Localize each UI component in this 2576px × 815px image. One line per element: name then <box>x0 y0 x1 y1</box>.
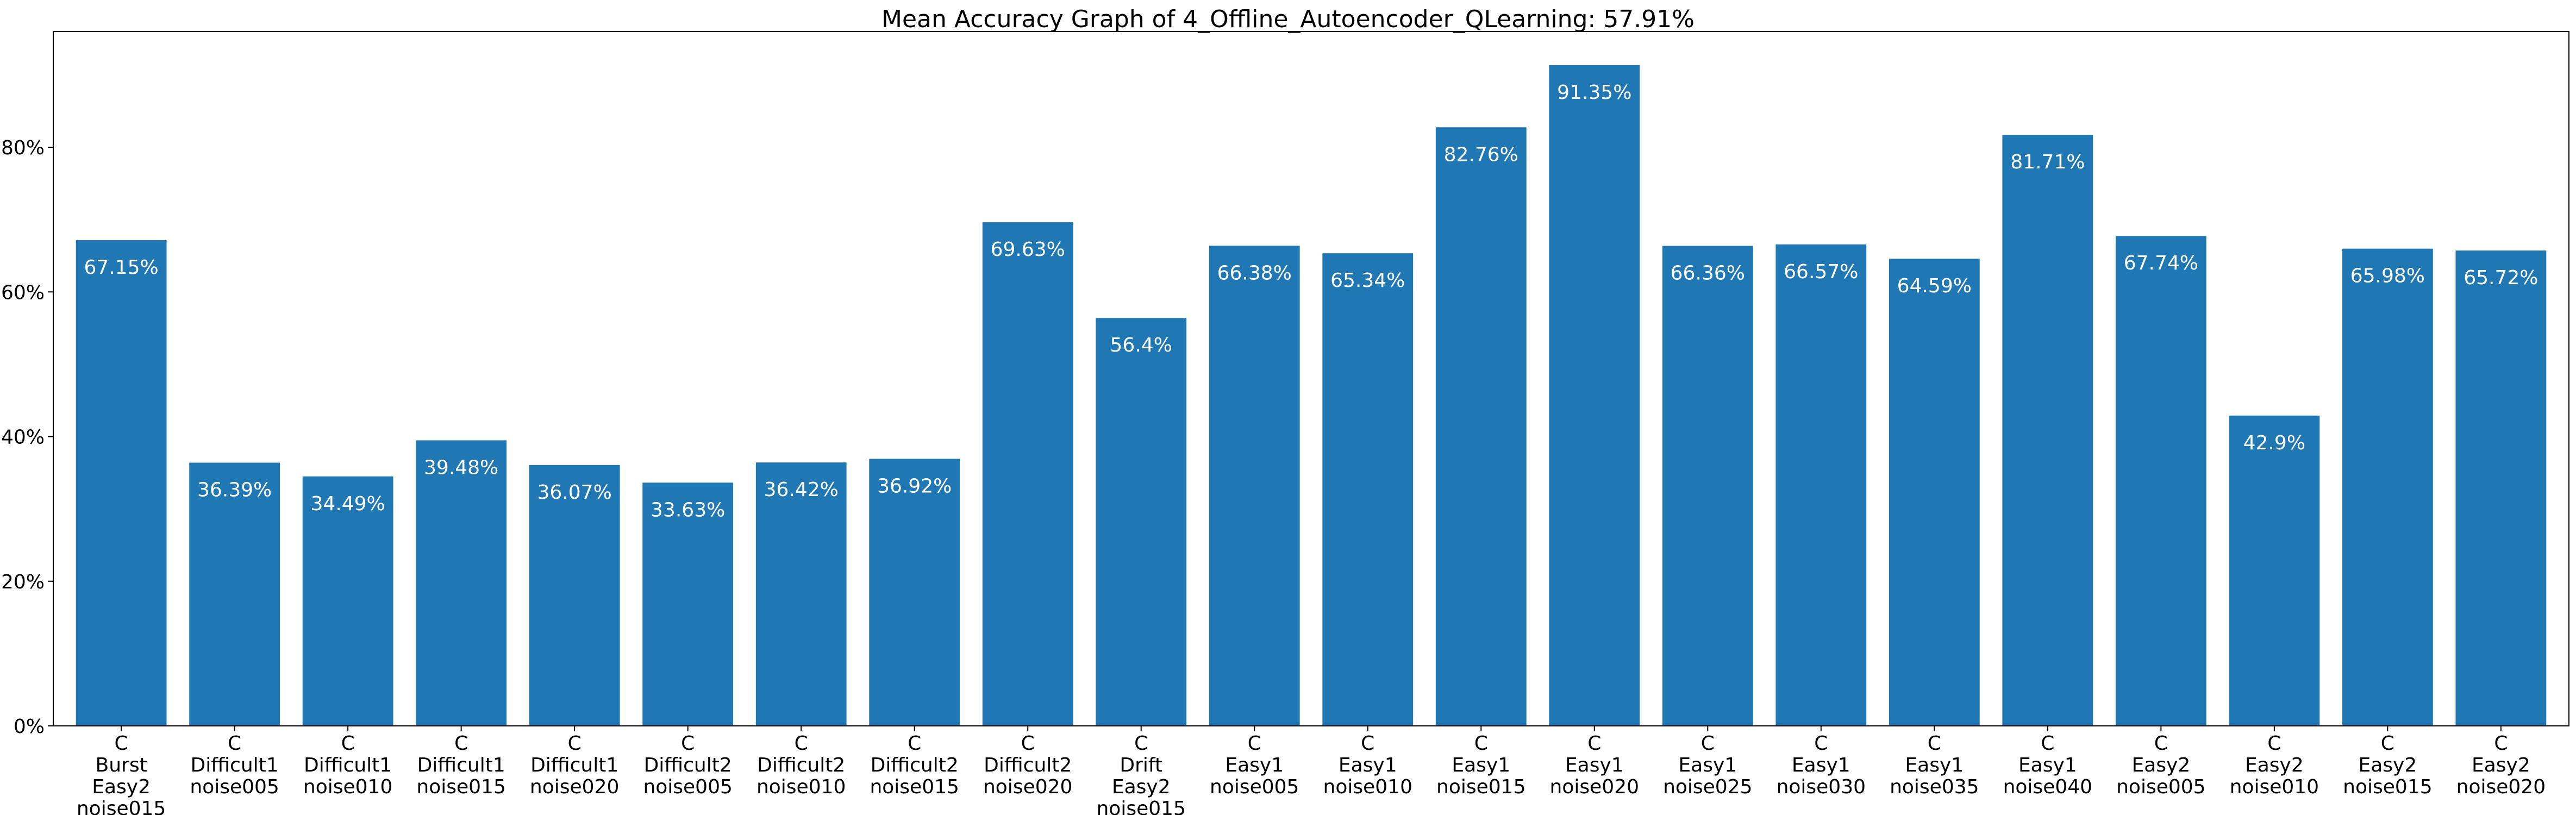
bar <box>2115 236 2206 726</box>
bar-value-label: 36.39% <box>197 479 272 501</box>
bar-value-label: 66.36% <box>1671 262 1745 285</box>
bar <box>1549 65 1640 726</box>
bar <box>1775 244 1867 726</box>
x-tick-label: C Difficult1 noise015 <box>416 732 505 798</box>
bar-value-label: 36.07% <box>537 481 612 504</box>
bar <box>529 465 620 726</box>
bar <box>2455 250 2547 726</box>
bar-value-label: 64.59% <box>1897 275 1972 297</box>
y-tick-label: 0% <box>14 716 45 738</box>
bar-value-label: 65.72% <box>2464 267 2538 289</box>
bar-value-label: 42.9% <box>2243 432 2305 454</box>
bar <box>416 440 507 726</box>
bar-value-label: 82.76% <box>1444 143 1518 166</box>
x-tick-label: C Easy1 noise040 <box>2003 732 2092 798</box>
y-tick-label: 40% <box>1 427 45 449</box>
y-tick-label: 20% <box>1 571 45 593</box>
bar <box>642 482 734 726</box>
x-tick-label: C Burst Easy2 noise015 <box>77 732 166 815</box>
x-tick-label: C Difficult2 noise015 <box>870 732 959 798</box>
x-tick-label: C Easy2 noise005 <box>2116 732 2205 798</box>
bar-labels-layer: 67.15% 36.39% 34.49% 39.48% 36.07% 33.63% 36.4… <box>84 82 2538 521</box>
x-tick-label: C Easy1 noise005 <box>1210 732 1299 798</box>
bar <box>1889 259 1980 726</box>
x-tick-label: C Easy1 noise020 <box>1550 732 1639 798</box>
y-tick-label: 60% <box>1 281 45 304</box>
y-axis: 0% 20% 40% 60% 80% <box>1 137 53 738</box>
x-tick-label: C Difficult1 noise005 <box>190 732 279 798</box>
x-tick-label: C Difficult2 noise005 <box>643 732 732 798</box>
bars-layer <box>76 65 2547 726</box>
bar-value-label: 33.63% <box>651 499 725 521</box>
bar <box>869 459 960 726</box>
x-tick-label: C Difficult2 noise010 <box>756 732 846 798</box>
bar <box>2002 135 2093 726</box>
x-tick-label: C Easy2 noise020 <box>2456 732 2546 798</box>
bar-value-label: 36.92% <box>877 475 952 498</box>
x-tick-label: C Easy1 noise010 <box>1323 732 1412 798</box>
bar-value-label: 67.74% <box>2124 252 2198 274</box>
bar-value-label: 91.35% <box>1557 82 1631 104</box>
x-tick-label: C Easy2 noise015 <box>2343 732 2432 798</box>
x-tick-label: C Difficult1 noise020 <box>530 732 619 798</box>
bar <box>1209 246 1300 726</box>
bar-value-label: 81.71% <box>2010 151 2085 173</box>
bar <box>1322 253 1414 726</box>
x-tick-label: C Easy1 noise015 <box>1436 732 1525 798</box>
bar-value-label: 66.38% <box>1217 262 1292 284</box>
bar-value-label: 39.48% <box>424 456 498 479</box>
x-tick-label: C Easy1 noise035 <box>1890 732 1979 798</box>
bar <box>1662 246 1753 726</box>
bar-value-label: 66.57% <box>1784 261 1858 283</box>
y-tick-label: 80% <box>1 137 45 159</box>
bar-value-label: 36.42% <box>764 479 839 501</box>
plot-frame <box>53 31 2569 726</box>
x-tick-label: C Easy2 noise010 <box>2230 732 2319 798</box>
bar <box>189 462 280 726</box>
x-tick-label: C Difficult1 noise010 <box>303 732 392 798</box>
bar-value-label: 65.98% <box>2350 265 2425 287</box>
x-tick-label: C Easy1 noise030 <box>1777 732 1866 798</box>
x-axis: C Burst Easy2 noise015 C Difficult1 noise005 C D… <box>77 726 2546 815</box>
bar-value-label: 34.49% <box>310 493 385 515</box>
bar-value-label: 65.34% <box>1330 269 1405 292</box>
bar-value-label: 56.4% <box>1110 334 1172 356</box>
bar <box>1096 318 1187 726</box>
bar <box>1435 127 1527 726</box>
bar <box>2342 248 2433 726</box>
bar <box>982 222 1073 726</box>
chart-title: Mean Accuracy Graph of 4_Offline_Autoenc… <box>881 5 1695 33</box>
bar-value-label: 69.63% <box>991 239 1065 261</box>
bar <box>302 476 393 726</box>
x-tick-label: C Drift Easy2 noise015 <box>1096 732 1185 815</box>
x-tick-label: C Easy1 noise025 <box>1663 732 1752 798</box>
bar <box>2229 415 2320 726</box>
bar <box>76 240 167 726</box>
bar <box>755 462 847 726</box>
x-tick-label: C Difficult2 noise020 <box>983 732 1072 798</box>
bar-value-label: 67.15% <box>84 256 158 279</box>
